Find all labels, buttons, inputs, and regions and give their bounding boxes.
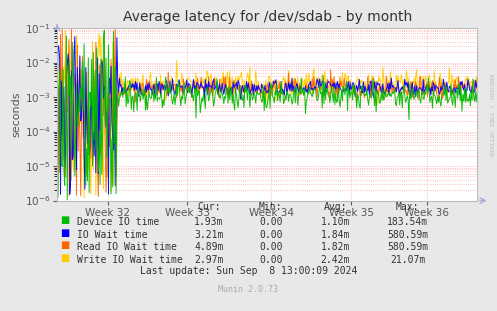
Text: 1.93m: 1.93m [194,217,224,227]
Text: 0.00: 0.00 [259,242,283,252]
Text: Cur:: Cur: [197,202,221,212]
Text: 2.42m: 2.42m [321,255,350,265]
Text: IO Wait time: IO Wait time [77,230,148,240]
Text: ■: ■ [60,215,69,225]
Text: 21.07m: 21.07m [390,255,425,265]
Text: Last update: Sun Sep  8 13:00:09 2024: Last update: Sun Sep 8 13:00:09 2024 [140,266,357,276]
Text: Munin 2.0.73: Munin 2.0.73 [219,285,278,294]
Text: 0.00: 0.00 [259,255,283,265]
Text: 580.59m: 580.59m [387,230,428,240]
Text: ■: ■ [60,228,69,238]
Text: Min:: Min: [259,202,283,212]
Y-axis label: seconds: seconds [12,91,22,137]
Text: Read IO Wait time: Read IO Wait time [77,242,177,252]
Text: RRDTOOL / TOBI OETIKER: RRDTOOL / TOBI OETIKER [489,74,494,156]
Text: Write IO Wait time: Write IO Wait time [77,255,183,265]
Text: Max:: Max: [396,202,419,212]
Text: 183.54m: 183.54m [387,217,428,227]
Text: 2.97m: 2.97m [194,255,224,265]
Text: 1.10m: 1.10m [321,217,350,227]
Text: ■: ■ [60,253,69,262]
Title: Average latency for /dev/sdab - by month: Average latency for /dev/sdab - by month [123,10,412,24]
Text: Avg:: Avg: [324,202,347,212]
Text: 4.89m: 4.89m [194,242,224,252]
Text: 0.00: 0.00 [259,230,283,240]
Text: ■: ■ [60,240,69,250]
Text: 0.00: 0.00 [259,217,283,227]
Text: 1.84m: 1.84m [321,230,350,240]
Text: 580.59m: 580.59m [387,242,428,252]
Text: 3.21m: 3.21m [194,230,224,240]
Text: Device IO time: Device IO time [77,217,159,227]
Text: 1.82m: 1.82m [321,242,350,252]
